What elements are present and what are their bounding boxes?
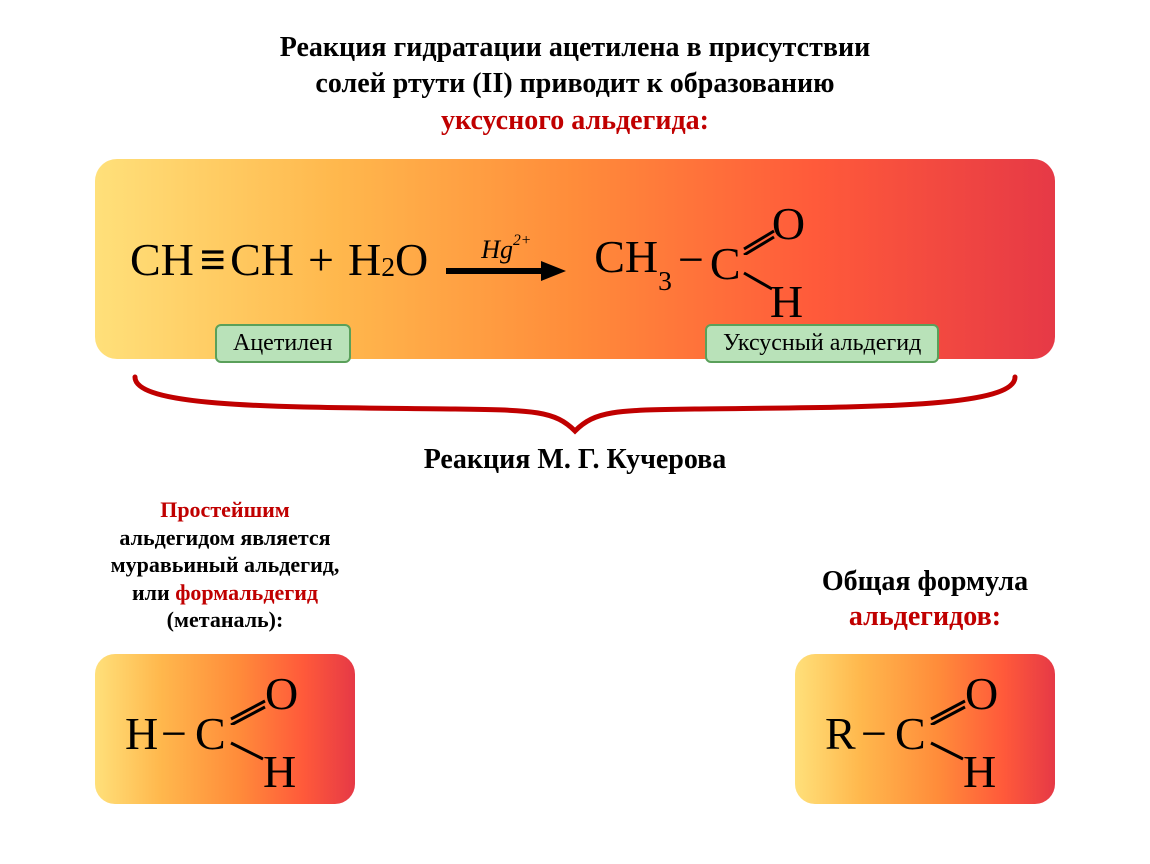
reaction-equation: CH ≡ CH + H2O Hg2+ CH3 − C O H [95,199,1055,319]
cho-h: H [770,275,803,328]
lt-l4: или формальдегид [111,579,340,607]
product-bond: − [678,233,704,286]
f-o: O [265,667,298,720]
right-column: Общая формула альдегидов: R − C O H [795,496,1055,804]
bottom-row: Простейшим альдегидом является муравьины… [95,496,1055,804]
label-acetaldehyde: Уксусный альдегид [705,324,939,363]
f-h2: H [263,745,296,798]
g-h: H [963,745,996,798]
catalyst-charge: 2+ [513,232,531,249]
single-bond-icon [742,269,774,293]
water-h: H [348,233,381,286]
label-acetylene: Ацетилен [215,324,351,363]
left-text: Простейшим альдегидом является муравьины… [111,496,340,634]
f-double-bond-icon [229,697,267,725]
product: CH3 − C O H [594,199,810,319]
g-r: R [825,707,856,760]
right-text: Общая формула альдегидов: [822,564,1028,634]
general-formula: R − C O H [825,669,1025,789]
f-dash: − [161,707,187,760]
g-double-bond-icon [929,697,967,725]
brace [95,369,1055,439]
lt-l3: муравьиный альдегид, [111,551,340,579]
reaction-panel: CH ≡ CH + H2O Hg2+ CH3 − C O H [95,159,1055,359]
water-sub: 2 [381,251,395,283]
left-column: Простейшим альдегидом является муравьины… [95,496,355,804]
water-o: O [395,233,428,286]
g-c: C [895,707,926,760]
f-c: C [195,707,226,760]
reactant-ch2: CH [230,233,294,286]
brace-icon [95,369,1055,439]
general-box: R − C O H [795,654,1055,804]
reactant-ch1: CH [130,233,194,286]
lt-l5: (метаналь): [111,606,340,634]
f-single-bond-icon [229,739,265,763]
double-bond-icon [742,227,776,255]
formaldehyde-box: H − C O H [95,654,355,804]
reaction-name: Реакция М. Г. Кучерова [0,444,1150,476]
lt-l1: Простейшим [111,496,340,524]
triple-bond: ≡ [200,233,224,286]
formaldehyde-formula: H − C O H [125,669,325,789]
title-block: Реакция гидратации ацетилена в присутств… [0,0,1150,139]
arrow-icon [446,259,566,283]
cho-o: O [772,197,805,250]
arrow: Hg2+ [446,235,566,283]
product-ch3: CH3 [594,230,672,289]
rt-l2: альдегидов: [822,599,1028,634]
f-h: H [125,707,158,760]
plus-sign: + [308,233,334,286]
cho-c: C [710,237,741,290]
rt-l1: Общая формула [822,564,1028,599]
g-dash: − [861,707,887,760]
water: H2O [348,233,428,286]
cho-group: C O H [710,199,810,319]
title-line2: солей ртути (II) приводит к образованию [0,66,1150,102]
g-o: O [965,667,998,720]
lt-l2: альдегидом является [111,524,340,552]
g-single-bond-icon [929,739,965,763]
title-line3: уксусного альдегида: [0,103,1150,139]
title-line1: Реакция гидратации ацетилена в присутств… [0,30,1150,66]
